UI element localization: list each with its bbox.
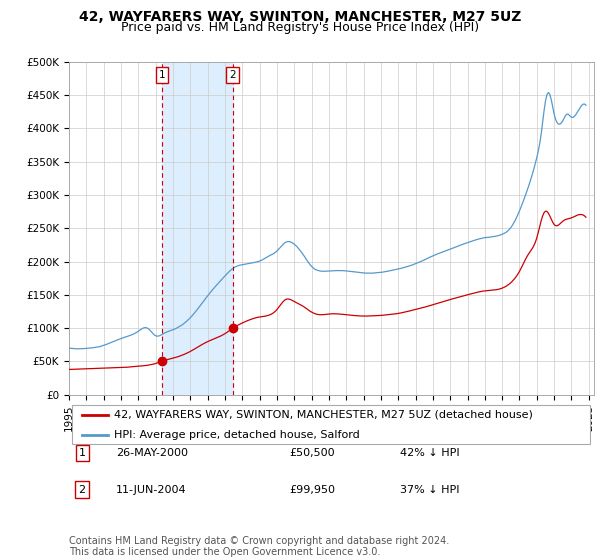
- Text: Contains HM Land Registry data © Crown copyright and database right 2024.
This d: Contains HM Land Registry data © Crown c…: [69, 535, 449, 557]
- Text: 2: 2: [229, 70, 236, 80]
- Text: 2: 2: [79, 484, 86, 494]
- Text: 1: 1: [79, 448, 86, 458]
- Text: £99,950: £99,950: [290, 484, 335, 494]
- Text: £50,500: £50,500: [290, 448, 335, 458]
- Text: 11-JUN-2004: 11-JUN-2004: [116, 484, 187, 494]
- Text: 42, WAYFARERS WAY, SWINTON, MANCHESTER, M27 5UZ: 42, WAYFARERS WAY, SWINTON, MANCHESTER, …: [79, 10, 521, 24]
- Text: 26-MAY-2000: 26-MAY-2000: [116, 448, 188, 458]
- Text: 42, WAYFARERS WAY, SWINTON, MANCHESTER, M27 5UZ (detached house): 42, WAYFARERS WAY, SWINTON, MANCHESTER, …: [113, 410, 533, 420]
- Text: 42% ↓ HPI: 42% ↓ HPI: [400, 448, 460, 458]
- FancyBboxPatch shape: [71, 405, 590, 444]
- Text: 1: 1: [159, 70, 166, 80]
- Text: 37% ↓ HPI: 37% ↓ HPI: [400, 484, 459, 494]
- Text: HPI: Average price, detached house, Salford: HPI: Average price, detached house, Salf…: [113, 430, 359, 440]
- Text: Price paid vs. HM Land Registry's House Price Index (HPI): Price paid vs. HM Land Registry's House …: [121, 21, 479, 34]
- Bar: [162, 62, 233, 395]
